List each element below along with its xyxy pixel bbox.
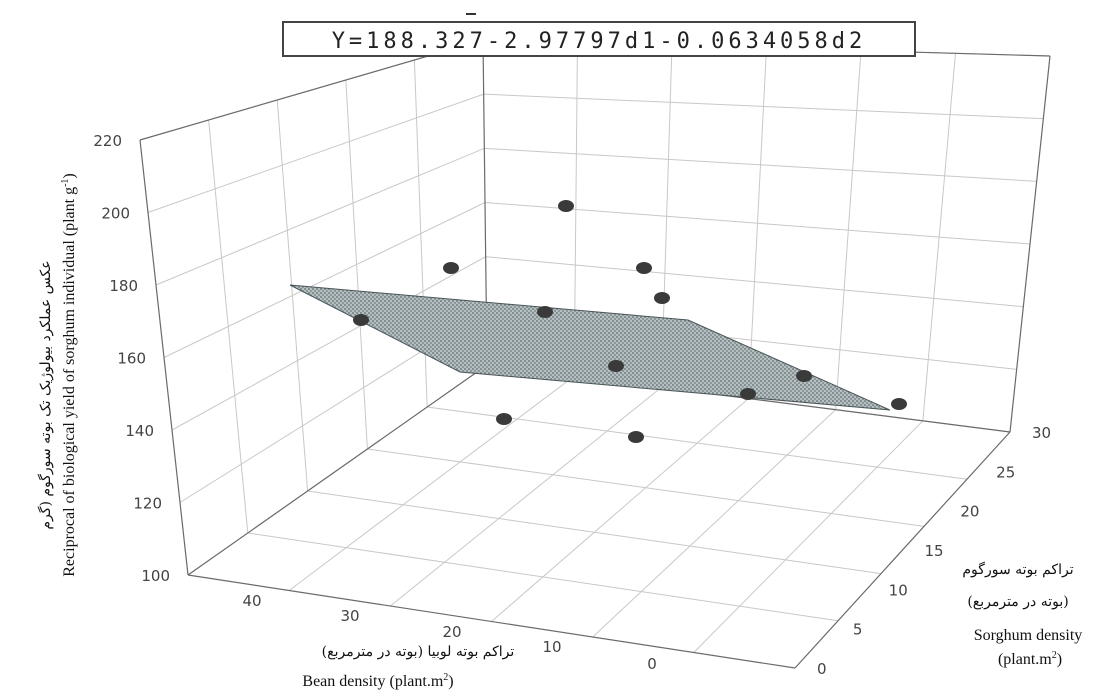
y-tick-label: 30 <box>1032 424 1051 442</box>
y-tick-label: 25 <box>996 463 1015 481</box>
x-axis-label-fa: تراکم بوته لوبیا (بوته در مترمربع) <box>322 644 515 660</box>
z-tick-label: 220 <box>93 132 122 150</box>
gridline-z <box>155 147 1037 286</box>
data-point <box>443 262 459 274</box>
z-tick-label: 100 <box>141 567 170 585</box>
data-point <box>353 314 369 326</box>
data-point <box>796 370 812 382</box>
data-point <box>628 431 644 443</box>
y-tick-label: 15 <box>925 542 944 560</box>
data-point <box>496 413 512 425</box>
x-tick-label: 20 <box>442 623 461 641</box>
x-tick-label: 30 <box>340 607 359 625</box>
gridline-back-wall <box>748 47 767 399</box>
z-axis-ticks: 100 120 140 160 180 200 220 <box>93 132 170 585</box>
y-tick-label: 10 <box>889 581 908 599</box>
x-axis-label-en: Bean density (plant.m2) <box>302 672 453 690</box>
gridline-floor <box>592 409 837 638</box>
equation-box <box>282 21 916 57</box>
regression-equation: Y=188.327-2.97797d1-0.0634058d2 <box>332 29 867 54</box>
z-tick-label: 180 <box>109 277 138 295</box>
data-point <box>891 398 907 410</box>
z-tick-label: 140 <box>125 422 154 440</box>
y-axis-label-en-unit: (plant.m2) <box>998 650 1062 668</box>
z-tick-label: 160 <box>117 350 146 368</box>
data-point <box>558 200 574 212</box>
y-tick-label: 20 <box>960 503 979 521</box>
y-tick-label: 0 <box>817 660 827 678</box>
x-axis-ticks: 40 30 20 10 0 <box>242 592 656 673</box>
y-axis-ticks: 0 5 10 15 20 25 30 <box>817 424 1051 678</box>
data-point <box>654 292 670 304</box>
data-point <box>740 388 756 400</box>
gridline-z <box>147 93 1044 213</box>
x-tick-label: 40 <box>242 592 261 610</box>
x-tick-label: 10 <box>542 638 561 656</box>
y-axis-label-en: Sorghum density <box>974 627 1083 644</box>
gridline-back-wall <box>835 50 862 410</box>
x-tick-label: 0 <box>647 655 657 673</box>
z-tick-label: 120 <box>133 495 162 513</box>
z-axis-label-fa: عکس عملکرد بیولوژیک تک بوته سورگوم (گرم <box>37 260 54 529</box>
z-axis-label-en: Reciprocal of biological yield of sorghu… <box>60 173 78 577</box>
data-point <box>608 360 624 372</box>
gridline-left-wall <box>345 79 368 450</box>
gridline-floor <box>247 532 839 622</box>
gridline-left-wall <box>208 119 249 534</box>
gridline-floor <box>367 448 925 527</box>
gridline-z <box>187 364 1011 576</box>
gridline-floor <box>390 386 662 607</box>
data-point <box>636 262 652 274</box>
data-points <box>353 200 907 443</box>
gridline-floor <box>693 420 924 653</box>
gridline-back-wall <box>922 53 956 421</box>
gridline-floor <box>307 490 882 575</box>
y-tick-label: 5 <box>853 621 863 639</box>
gridline-floor <box>491 398 749 622</box>
y-axis-label-fa-unit: (بوته در مترمربع) <box>967 594 1068 610</box>
gridline-floor <box>427 406 968 480</box>
data-point <box>537 306 553 318</box>
regression-plane <box>289 284 891 411</box>
z-tick-label: 200 <box>101 205 130 223</box>
y-axis-label-fa: تراکم بوته سورگوم <box>962 561 1073 578</box>
gridline-floor <box>288 375 575 591</box>
gridline-left-wall <box>276 99 309 492</box>
